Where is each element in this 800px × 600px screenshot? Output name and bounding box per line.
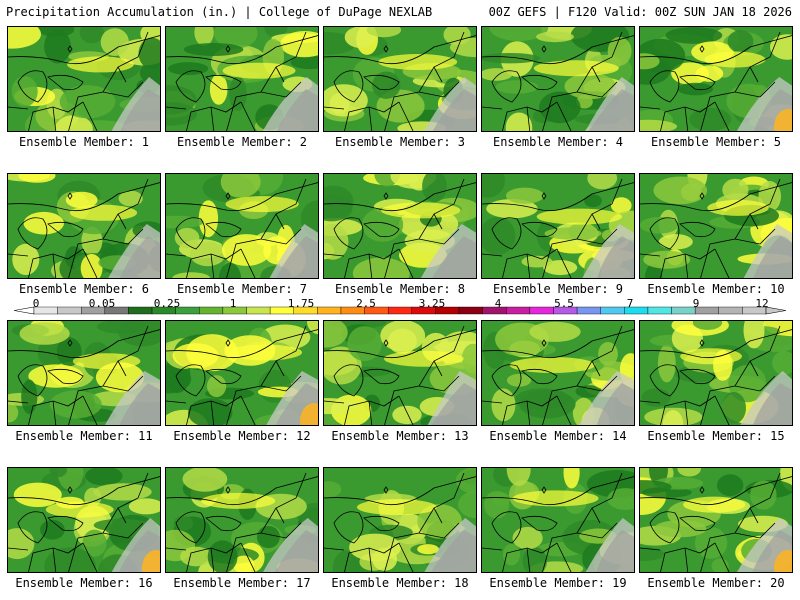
colorbar-swatch xyxy=(246,306,271,315)
colorbar-swatch xyxy=(199,306,224,315)
ensemble-map-panel xyxy=(481,320,635,426)
precip-map xyxy=(166,27,318,131)
colorbar-swatch xyxy=(600,306,625,315)
colorbar-tick-label: 12 xyxy=(755,297,769,310)
precip-map xyxy=(8,27,160,131)
colorbar-swatch xyxy=(387,306,413,315)
colorbar-tick-label: 9 xyxy=(692,297,700,310)
ensemble-map-panel xyxy=(323,26,477,132)
colorbar-tick-label: 5.5 xyxy=(554,297,574,310)
ensemble-map-panel xyxy=(165,173,319,279)
ensemble-map-panel xyxy=(323,320,477,426)
ensemble-map-panel xyxy=(7,467,161,573)
ensemble-member-label: Ensemble Member: 20 xyxy=(647,576,785,590)
precip-map xyxy=(640,174,792,278)
colorbar-swatch xyxy=(57,306,82,315)
precip-map xyxy=(166,174,318,278)
ensemble-member-label: Ensemble Member: 7 xyxy=(176,282,308,296)
colorbar-tick-label: 7 xyxy=(626,297,634,310)
ensemble-member-label: Ensemble Member: 18 xyxy=(331,576,469,590)
ensemble-map-panel xyxy=(639,26,793,132)
precip-map xyxy=(640,321,792,425)
ensemble-member-label: Ensemble Member: 4 xyxy=(492,135,624,149)
ensemble-member-label: Ensemble Member: 5 xyxy=(650,135,782,149)
ensemble-member-label: Ensemble Member: 8 xyxy=(334,282,466,296)
ensemble-member-label: Ensemble Member: 16 xyxy=(15,576,153,590)
precip-map xyxy=(324,321,476,425)
colorbar-swatch xyxy=(317,306,342,315)
ensemble-member-label: Ensemble Member: 9 xyxy=(492,282,624,296)
precip-map xyxy=(8,468,160,572)
colorbar-tick-label: 4 xyxy=(494,297,502,310)
precip-colorbar xyxy=(14,306,786,315)
ensemble-map-panel xyxy=(481,173,635,279)
colorbar-swatch xyxy=(718,306,743,315)
precip-map xyxy=(166,468,318,572)
precip-map xyxy=(640,27,792,131)
ensemble-member-label: Ensemble Member: 2 xyxy=(176,135,308,149)
precip-map xyxy=(324,174,476,278)
precip-map xyxy=(482,174,634,278)
precip-map xyxy=(482,27,634,131)
colorbar-tick-label: 0 xyxy=(32,297,40,310)
chart-title: Precipitation Accumulation (in.) | Colle… xyxy=(6,5,433,19)
ensemble-map-panel xyxy=(165,26,319,132)
ensemble-member-label: Ensemble Member: 10 xyxy=(647,282,785,296)
ensemble-map-panel xyxy=(639,467,793,573)
precip-map xyxy=(8,174,160,278)
ensemble-member-label: Ensemble Member: 11 xyxy=(15,429,153,443)
ensemble-member-label: Ensemble Member: 3 xyxy=(334,135,466,149)
colorbar-swatch xyxy=(671,306,696,315)
ensemble-member-label: Ensemble Member: 12 xyxy=(173,429,311,443)
precip-map xyxy=(482,468,634,572)
ensemble-map-panel xyxy=(7,173,161,279)
colorbar-tick-label: 0.05 xyxy=(88,297,116,310)
ensemble-map-panel xyxy=(7,26,161,132)
ensemble-member-label: Ensemble Member: 13 xyxy=(331,429,469,443)
colorbar-tick-label: 2.5 xyxy=(356,297,376,310)
model-run-info: 00Z GEFS | F120 Valid: 00Z SUN JAN 18 20… xyxy=(488,5,792,19)
ensemble-map-panel xyxy=(481,467,635,573)
colorbar-arrow xyxy=(765,306,786,315)
precip-map xyxy=(166,321,318,425)
colorbar-tick-label: 3.25 xyxy=(418,297,446,310)
ensemble-map-panel xyxy=(165,467,319,573)
colorbar-swatch xyxy=(529,306,554,315)
ensemble-member-label: Ensemble Member: 14 xyxy=(489,429,627,443)
ensemble-map-panel xyxy=(481,26,635,132)
ensemble-member-label: Ensemble Member: 6 xyxy=(18,282,150,296)
ensemble-member-label: Ensemble Member: 15 xyxy=(647,429,785,443)
colorbar-tick-label: 0.25 xyxy=(153,297,181,310)
ensemble-map-panel xyxy=(639,173,793,279)
precip-map xyxy=(640,468,792,572)
precip-map xyxy=(324,468,476,572)
ensemble-member-label: Ensemble Member: 19 xyxy=(489,576,627,590)
colorbar-swatch xyxy=(458,306,483,315)
ensemble-member-label: Ensemble Member: 17 xyxy=(173,576,311,590)
colorbar-tick-label: 1 xyxy=(229,297,237,310)
colorbar-tick-label: 1.75 xyxy=(287,297,315,310)
ensemble-map-panel xyxy=(639,320,793,426)
colorbar-arrow xyxy=(14,306,35,315)
colorbar-swatch xyxy=(506,306,531,315)
precip-map xyxy=(482,321,634,425)
colorbar-swatch xyxy=(647,306,672,315)
precip-map xyxy=(324,27,476,131)
precip-map xyxy=(8,321,160,425)
ensemble-member-label: Ensemble Member: 1 xyxy=(18,135,150,149)
ensemble-map-panel xyxy=(7,320,161,426)
ensemble-map-panel xyxy=(323,173,477,279)
colorbar-swatch xyxy=(128,306,153,315)
colorbar-swatch xyxy=(576,306,601,315)
ensemble-map-panel xyxy=(323,467,477,573)
ensemble-map-panel xyxy=(165,320,319,426)
